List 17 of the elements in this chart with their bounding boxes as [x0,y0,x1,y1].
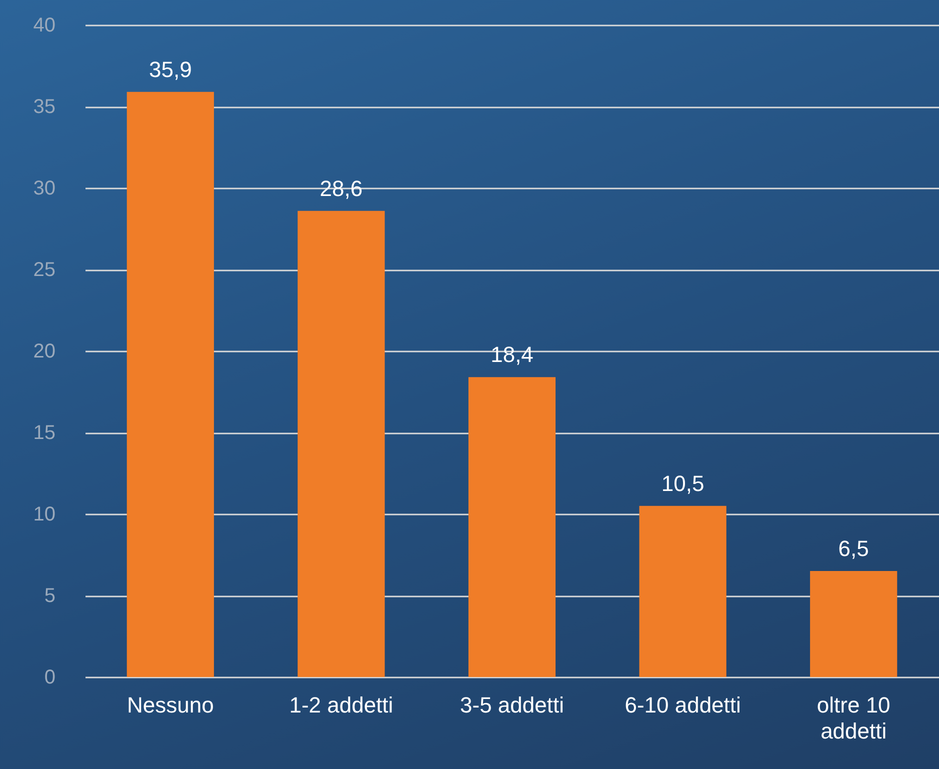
x-tick-label: oltre 10 addetti [816,692,890,744]
x-tick-label: 6-10 addetti [624,692,741,718]
data-label: 6,5 [838,536,869,562]
y-tick-label: 35 [33,96,56,118]
y-tick-label: 0 [44,666,56,688]
data-label: 35,9 [148,56,192,82]
y-tick-label: 30 [33,178,56,200]
y-tick-label: 25 [33,259,56,281]
y-tick-label: 10 [33,504,56,526]
x-tick-label: 1-2 addetti [289,692,394,718]
data-label: 10,5 [661,470,704,496]
y-tick-label: 5 [44,585,56,607]
y-tick-label: 20 [33,340,56,362]
x-tick-label: Nessuno [126,692,214,718]
x-tick-label: 3-5 addetti [460,692,564,718]
y-tick-label: 40 [33,14,56,36]
y-tick-label: 15 [33,422,56,444]
